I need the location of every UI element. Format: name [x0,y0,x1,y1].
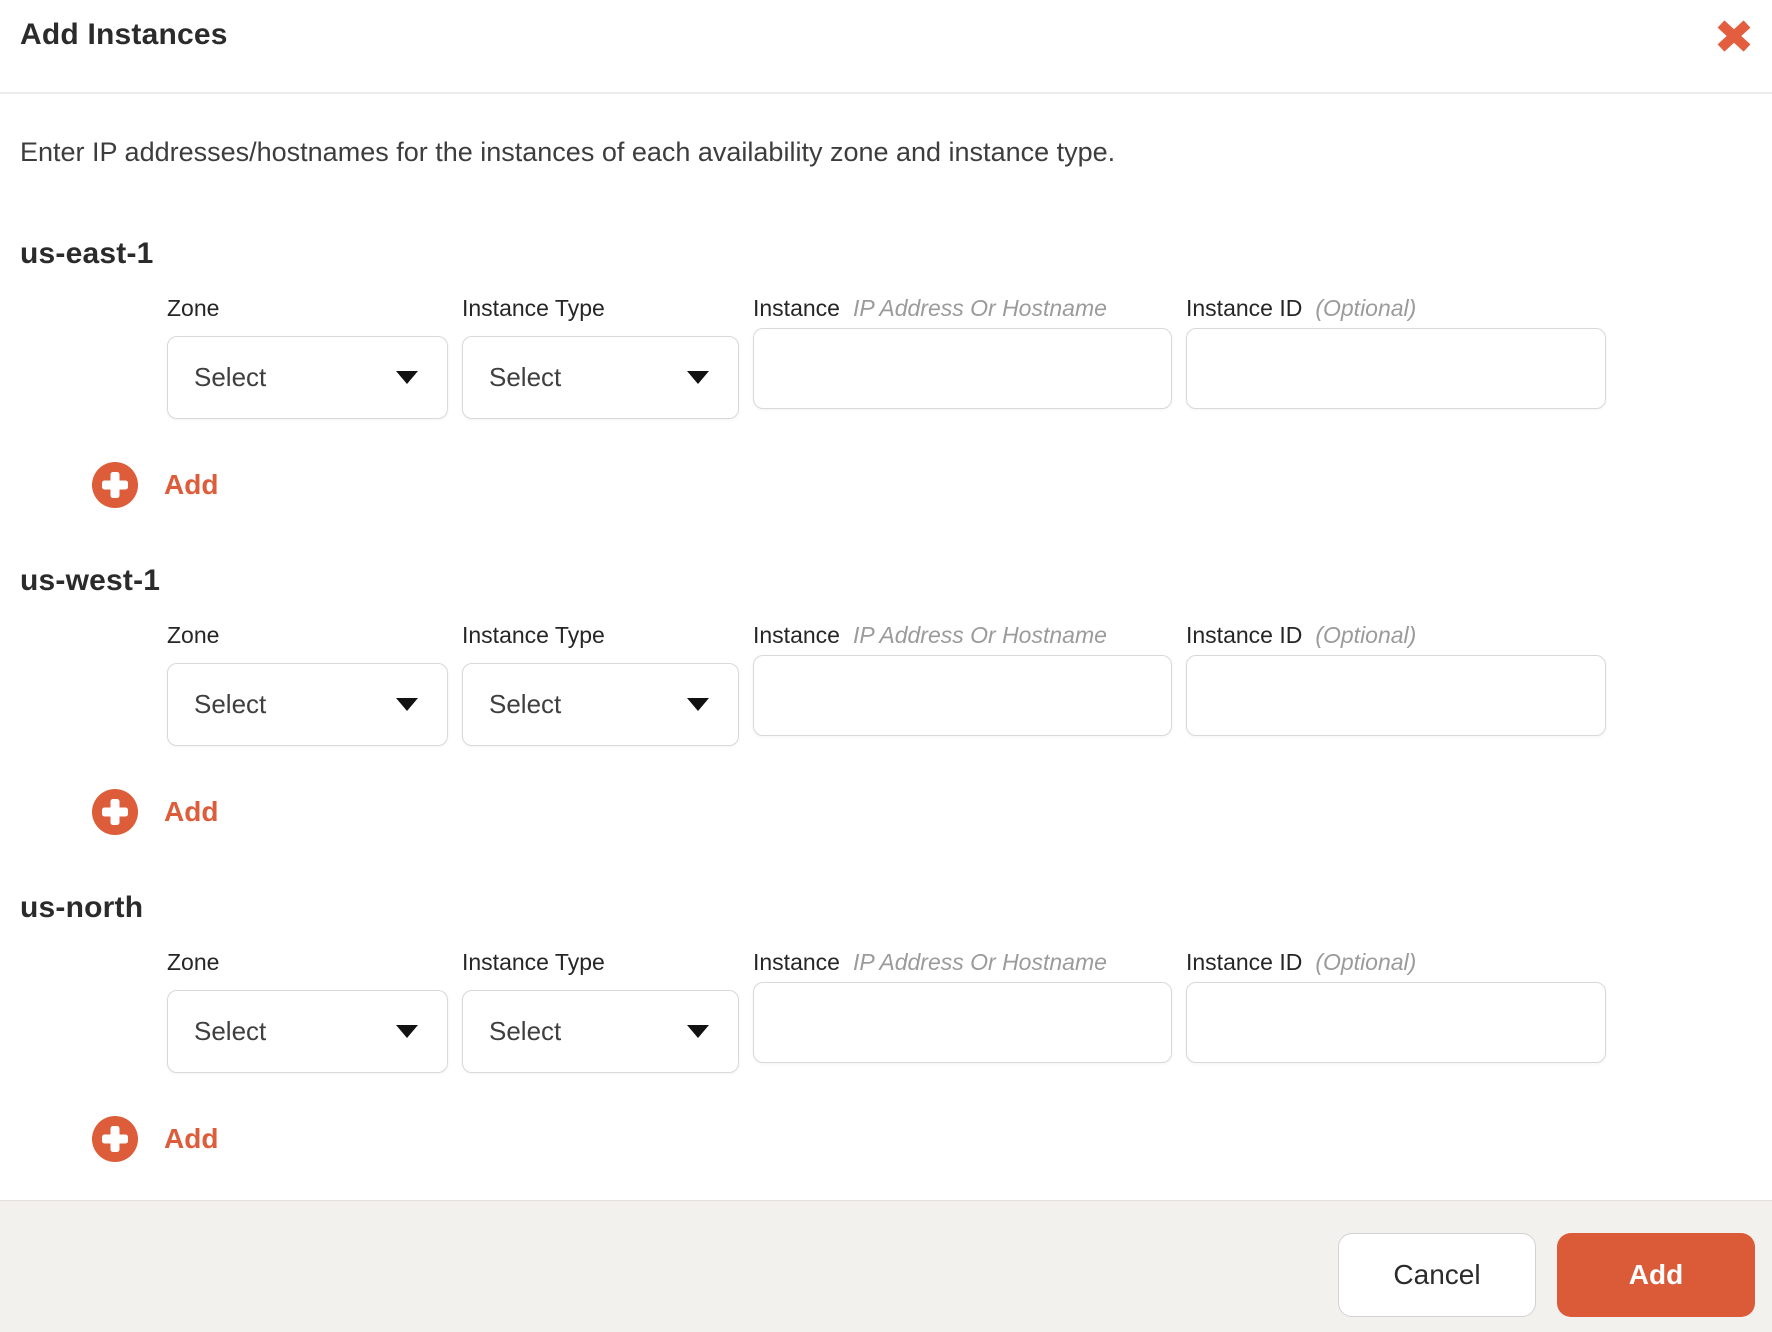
instance-id-label: Instance ID [1186,949,1303,975]
add-row-label: Add [164,469,219,500]
instance-type-select[interactable]: Select [462,336,739,419]
chevron-down-icon [687,371,709,384]
plus-circle-icon [92,462,138,508]
instance-form-row: Zone Select Instance Type Select Inst [167,950,1752,1073]
zone-select[interactable]: Select [167,990,448,1073]
zone-label: Zone [167,949,220,975]
instance-id-field: Instance ID (Optional) [1186,296,1606,409]
cancel-button[interactable]: Cancel [1338,1233,1536,1317]
instance-field: Instance IP Address Or Hostname [753,623,1172,736]
instance-type-field: Instance Type Select [462,623,739,746]
instance-id-hint: (Optional) [1315,622,1417,648]
instance-type-label: Instance Type [462,622,605,648]
instance-label: Instance [753,622,840,648]
modal-footer: Cancel Add [0,1200,1772,1332]
instance-id-hint: (Optional) [1315,295,1417,321]
chevron-down-icon [687,698,709,711]
x-icon [1716,19,1752,53]
instance-input[interactable] [753,655,1172,736]
instance-hint: IP Address Or Hostname [852,949,1107,975]
instance-type-select-value: Select [489,362,562,392]
zone-section-title: us-north [20,891,144,924]
instance-type-select-value: Select [489,1016,562,1046]
instance-id-input[interactable] [1186,655,1606,736]
instance-type-select[interactable]: Select [462,663,739,746]
zone-label: Zone [167,295,220,321]
instance-id-label: Instance ID [1186,295,1303,321]
instance-id-field: Instance ID (Optional) [1186,950,1606,1063]
instance-field: Instance IP Address Or Hostname [753,296,1172,409]
instance-id-input[interactable] [1186,982,1606,1063]
add-instance-row-button[interactable]: Add [92,789,218,835]
close-button[interactable] [1710,12,1758,60]
zone-select[interactable]: Select [167,663,448,746]
instance-id-input[interactable] [1186,328,1606,409]
instance-input[interactable] [753,328,1172,409]
zone-section: us-north Zone Select Instance Type Selec… [20,891,1752,1167]
instance-id-hint: (Optional) [1315,949,1417,975]
instance-form-row: Zone Select Instance Type Select Inst [167,296,1752,419]
add-instance-row-button[interactable]: Add [92,1116,218,1162]
instance-label: Instance [753,295,840,321]
zone-section-title: us-east-1 [20,237,154,270]
instance-form-row: Zone Select Instance Type Select Inst [167,623,1752,746]
instance-hint: IP Address Or Hostname [852,295,1107,321]
chevron-down-icon [396,371,418,384]
plus-circle-icon [92,789,138,835]
modal-description: Enter IP addresses/hostnames for the ins… [20,137,1116,167]
instance-id-label: Instance ID [1186,622,1303,648]
zone-field: Zone Select [167,623,448,746]
add-button[interactable]: Add [1557,1233,1755,1317]
chevron-down-icon [687,1025,709,1038]
instance-type-label: Instance Type [462,949,605,975]
instance-label: Instance [753,949,840,975]
zone-select-value: Select [194,1016,267,1046]
instance-id-field: Instance ID (Optional) [1186,623,1606,736]
page-title: Add Instances [20,18,228,51]
chevron-down-icon [396,698,418,711]
instance-type-select-value: Select [489,689,562,719]
instance-type-label: Instance Type [462,295,605,321]
instance-hint: IP Address Or Hostname [852,622,1107,648]
modal-header: Add Instances [0,0,1772,94]
modal-body: Enter IP addresses/hostnames for the ins… [0,94,1772,1200]
zone-select[interactable]: Select [167,336,448,419]
instance-type-field: Instance Type Select [462,296,739,419]
add-instance-row-button[interactable]: Add [92,462,218,508]
add-row-label: Add [164,796,219,827]
instance-field: Instance IP Address Or Hostname [753,950,1172,1063]
zone-section: us-east-1 Zone Select Instance Type Sele… [20,237,1752,513]
plus-circle-icon [92,1116,138,1162]
instance-type-field: Instance Type Select [462,950,739,1073]
zone-select-value: Select [194,689,267,719]
zone-section: us-west-1 Zone Select Instance Type Sele… [20,564,1752,840]
instance-type-select[interactable]: Select [462,990,739,1073]
zone-section-title: us-west-1 [20,564,161,597]
zone-field: Zone Select [167,950,448,1073]
instance-input[interactable] [753,982,1172,1063]
zone-select-value: Select [194,362,267,392]
zone-label: Zone [167,622,220,648]
zone-field: Zone Select [167,296,448,419]
add-row-label: Add [164,1123,219,1154]
chevron-down-icon [396,1025,418,1038]
